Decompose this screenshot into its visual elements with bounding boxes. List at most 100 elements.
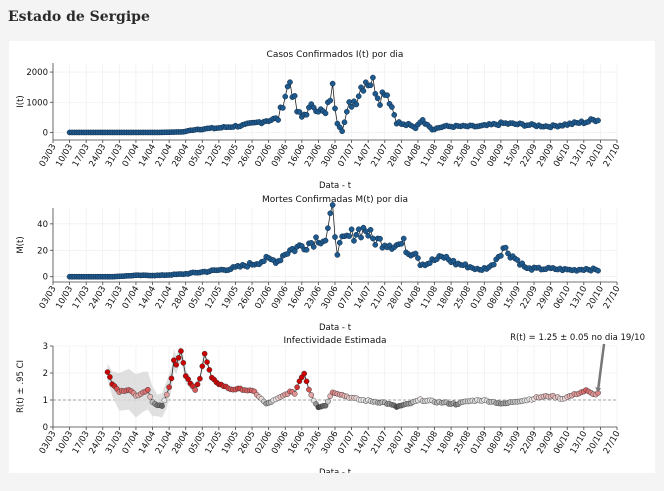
data-point xyxy=(372,90,379,97)
data-point xyxy=(104,369,111,375)
data-point xyxy=(310,244,317,250)
data-point xyxy=(332,234,338,240)
data-point xyxy=(353,101,360,108)
data-point xyxy=(194,381,201,388)
data-point xyxy=(327,210,334,217)
data-point xyxy=(280,105,286,111)
y-tick-label: 3 xyxy=(43,342,48,352)
data-point xyxy=(303,246,310,253)
data-point xyxy=(343,108,350,115)
chart-title: Infectividade Estimada xyxy=(283,336,386,346)
data-point xyxy=(322,110,329,117)
data-point xyxy=(168,375,175,382)
data-point xyxy=(377,235,383,242)
data-point xyxy=(346,233,353,239)
data-point xyxy=(353,231,360,238)
x-axis-label: Data - t xyxy=(319,181,352,191)
data-point xyxy=(329,80,336,87)
x-tick-label: 27/10 xyxy=(602,285,623,311)
data-point xyxy=(206,367,213,373)
data-point xyxy=(341,119,348,126)
figure: Casos Confirmados I(t) por dia 0 1000 2000 0… xyxy=(9,41,655,473)
data-point xyxy=(367,226,374,233)
y-tick-label: 40 xyxy=(37,220,48,230)
data-point xyxy=(384,92,390,99)
data-point xyxy=(161,397,168,404)
data-point xyxy=(185,376,191,382)
data-point xyxy=(415,255,421,261)
data-point xyxy=(391,112,398,118)
data-point xyxy=(303,378,310,385)
data-point xyxy=(502,244,509,251)
data-point xyxy=(332,105,338,112)
data-point xyxy=(355,226,362,233)
data-point xyxy=(199,363,206,370)
data-point xyxy=(370,74,376,81)
chart-panel-2: Mortes Confirmadas M(t) por dia0204003/0… xyxy=(16,195,623,333)
data-point xyxy=(204,359,210,365)
data-point xyxy=(147,393,153,400)
y-tick-label: 0 xyxy=(43,273,48,283)
data-point xyxy=(322,237,329,244)
data-point xyxy=(197,375,203,382)
data-point xyxy=(327,97,334,104)
data-point xyxy=(282,93,289,100)
x-axis-label: Data - t xyxy=(319,323,352,333)
data-point xyxy=(163,391,170,398)
data-point xyxy=(294,384,300,391)
data-point xyxy=(358,234,364,241)
data-point xyxy=(336,239,343,246)
data-point xyxy=(301,370,308,377)
y-axis-label: M(t) xyxy=(16,236,26,253)
data-point xyxy=(171,357,177,364)
chart-panel-3: Infectividade Estimada012303/0310/0317/0… xyxy=(16,333,645,473)
y-tick-label: 0 xyxy=(43,128,48,138)
data-point xyxy=(325,225,331,232)
data-point xyxy=(348,226,355,233)
chart-panel-1: Casos Confirmados I(t) por dia0100020000… xyxy=(16,50,623,191)
data-point xyxy=(107,374,113,380)
data-point xyxy=(370,235,376,242)
data-point xyxy=(159,403,165,409)
y-tick-label: 1000 xyxy=(26,98,48,108)
data-point xyxy=(308,392,315,398)
chart-title: Mortes Confirmadas M(t) por dia xyxy=(262,195,408,205)
data-point xyxy=(490,261,497,268)
data-point xyxy=(284,83,291,90)
data-point xyxy=(339,128,345,135)
data-point xyxy=(389,104,395,110)
data-point xyxy=(173,361,180,368)
data-point xyxy=(398,240,405,247)
data-point xyxy=(334,252,341,258)
y-axis-label: I(t) xyxy=(16,95,26,107)
data-point xyxy=(261,258,267,265)
data-point xyxy=(377,102,383,108)
data-point xyxy=(303,111,310,118)
data-point xyxy=(291,93,298,99)
data-point xyxy=(291,248,298,255)
data-point xyxy=(346,99,353,105)
data-point xyxy=(351,237,357,244)
x-tick-label: 27/10 xyxy=(602,143,623,169)
y-axis-label: R(t) ± .95 CI xyxy=(16,360,26,413)
chart-title: Casos Confirmados I(t) por dia xyxy=(267,50,404,60)
data-point xyxy=(365,232,372,239)
y-tick-label: 20 xyxy=(37,246,48,256)
data-point xyxy=(514,257,521,263)
data-point xyxy=(360,88,367,94)
annotation-arrowhead xyxy=(595,387,602,393)
data-point xyxy=(595,267,601,274)
data-point xyxy=(144,386,151,393)
data-point xyxy=(166,384,172,390)
y-tick-label: 2 xyxy=(43,369,48,379)
data-point xyxy=(178,348,184,354)
data-point xyxy=(355,93,362,100)
data-point xyxy=(306,386,312,393)
data-point xyxy=(313,234,319,241)
data-point xyxy=(287,79,293,86)
y-tick-label: 1 xyxy=(43,396,48,406)
x-axis-label: Data - t xyxy=(319,468,352,473)
annotation-text: R(t) = 1.25 ± 0.05 no dia 19/10 xyxy=(510,333,645,343)
data-point xyxy=(275,117,281,123)
confidence-band xyxy=(107,346,243,418)
